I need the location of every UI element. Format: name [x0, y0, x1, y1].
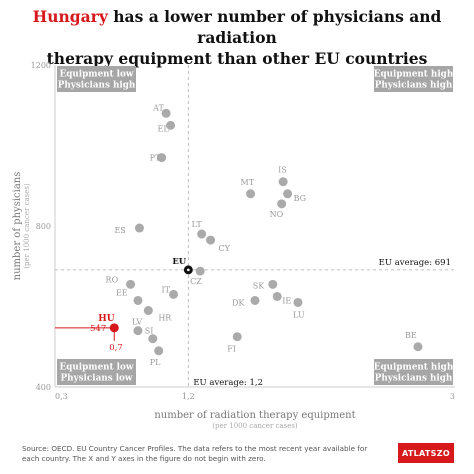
data-point-be — [413, 342, 423, 352]
quadrant-bottom-right-box — [374, 359, 453, 385]
quadrant-bottom-left-text: Equipment low — [60, 363, 134, 373]
data-point-is — [278, 177, 288, 187]
data-point-dk — [250, 295, 260, 305]
data-point-hr — [143, 306, 153, 316]
data-point-hu — [109, 323, 119, 333]
point-label-is: IS — [278, 166, 287, 175]
point-label-cy: CY — [219, 244, 231, 253]
data-point-ie — [272, 291, 282, 301]
quadrant-bottom-left-box — [57, 359, 136, 385]
point-label-it: IT — [162, 285, 171, 294]
hu-y-value-label: 547 — [90, 324, 106, 334]
data-point-bg — [283, 189, 293, 199]
point-label-no: NO — [270, 210, 284, 219]
point-label-lt: LT — [192, 220, 203, 229]
data-point-lt — [197, 229, 207, 239]
data-point-ro — [126, 279, 136, 289]
data-point-pt — [157, 153, 167, 163]
eu-average-x-label: EU average: 1,2 — [193, 378, 263, 388]
data-point-sk — [268, 279, 278, 289]
point-label-bg: BG — [294, 194, 306, 203]
quadrant-top-left-text: Equipment low — [60, 70, 134, 80]
point-label-dk: DK — [232, 298, 245, 307]
point-label-lu: LU — [293, 310, 305, 319]
point-label-si: SI — [145, 327, 154, 336]
eu-point-label: EU — [172, 257, 186, 267]
point-label-pl: PL — [150, 358, 161, 367]
data-point-lv — [133, 326, 143, 336]
title-line2: therapy equipment than other EU countrie… — [46, 49, 428, 68]
data-point-no — [277, 199, 287, 209]
data-point-fi — [232, 332, 242, 342]
y-axis-sublabel: (per 1000 cancer cases) — [23, 183, 31, 269]
quadrant-bottom-left-text: Physicians low — [60, 374, 132, 384]
quadrant-top-right-box — [374, 66, 453, 92]
atlatszo-logo[interactable]: ATLATSZO — [398, 443, 454, 463]
point-label-lv: LV — [132, 318, 142, 327]
data-point-at — [161, 108, 171, 118]
data-point-es — [134, 223, 144, 233]
title-line1-rest: has a lower number of physicians and rad… — [113, 7, 442, 47]
data-point-lu — [293, 297, 303, 307]
quadrant-top-left-box — [57, 66, 136, 92]
data-point-mt — [246, 189, 256, 199]
point-label-be: BE — [405, 331, 417, 340]
eu-average-point-center — [187, 268, 190, 272]
data-point-pl — [154, 346, 164, 356]
point-label-el: EL — [158, 124, 170, 133]
point-label-ro: RO — [106, 275, 119, 284]
data-point-it — [169, 289, 179, 299]
y-tick-label: 800 — [36, 222, 51, 231]
hu-x-value-label: 0,7 — [109, 343, 123, 353]
chart-title: Hungary has a lower number of physicians… — [0, 6, 474, 69]
x-tick-label: 1,2 — [182, 392, 195, 401]
point-label-es: ES — [114, 226, 125, 235]
x-axis-sublabel: (per 1000 cancer cases) — [212, 422, 298, 430]
point-label-hr: HR — [158, 314, 172, 323]
source-note: Source: OECD. EU Country Cancer Profiles… — [22, 444, 368, 463]
point-label-ee: EE — [116, 288, 128, 297]
y-tick-label: 400 — [36, 383, 51, 392]
x-tick-label: 3 — [450, 392, 455, 401]
point-label-at: AT — [152, 103, 164, 112]
y-tick-label: 1200 — [31, 61, 51, 70]
eu-average-y-label: EU average: 691 — [379, 258, 451, 268]
data-point-el — [166, 120, 176, 130]
point-label-fi: FI — [227, 345, 236, 354]
x-tick-label: 0,3 — [55, 392, 68, 401]
point-label-ie: IE — [282, 296, 291, 305]
point-label-sk: SK — [253, 281, 265, 290]
data-point-si — [148, 334, 158, 344]
quadrant-bottom-right-text: Physicians high — [375, 374, 453, 384]
y-axis-label: number of physicians — [12, 172, 23, 281]
quadrant-top-right-text: Physicians high — [375, 81, 453, 91]
data-point-cz — [195, 266, 205, 276]
data-point-ee — [133, 295, 143, 305]
point-label-mt: MT — [241, 178, 255, 187]
point-label-cz: CZ — [190, 277, 202, 286]
quadrant-bottom-right-text: Equipment high — [374, 363, 454, 373]
title-highlight: Hungary — [32, 7, 108, 26]
quadrant-top-right-text: Equipment high — [374, 70, 454, 80]
quadrant-top-left-text: Physicians high — [58, 81, 136, 91]
x-axis-label: number of radiation therapy equipment — [154, 410, 355, 421]
data-point-cy — [206, 235, 216, 245]
point-label-hu: HU — [98, 314, 115, 324]
point-label-pt: PT — [150, 154, 161, 163]
